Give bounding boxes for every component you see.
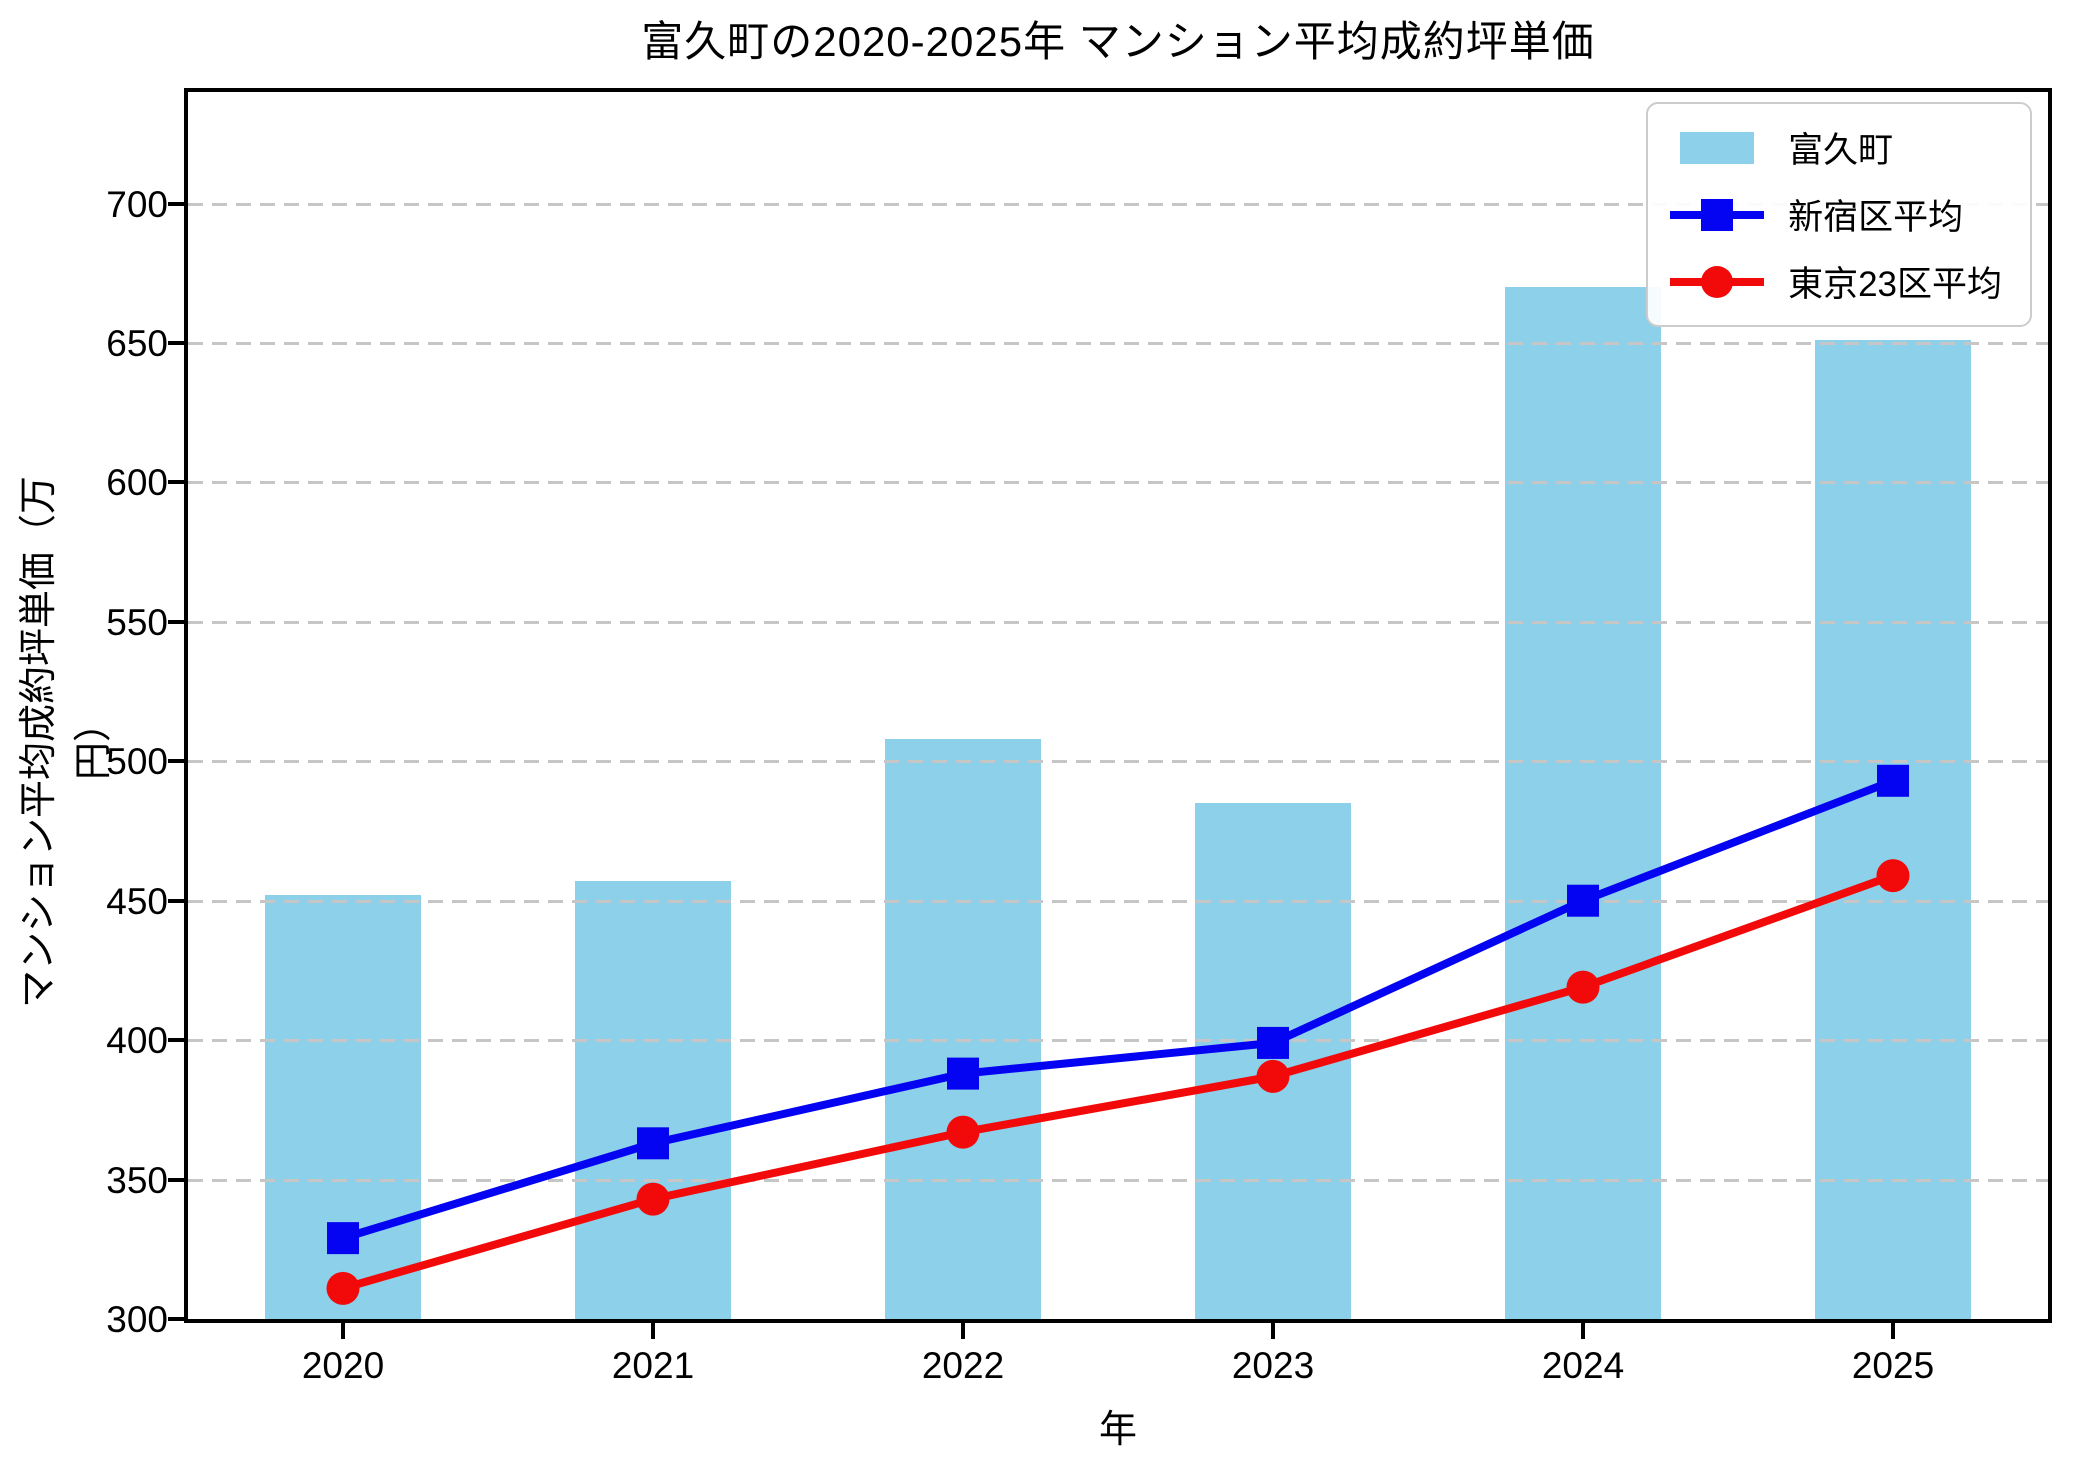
y-tick-mark: [168, 340, 188, 345]
x-tick-mark: [341, 1319, 345, 1339]
x-tick-mark: [1581, 1319, 1585, 1339]
y-tick-mark: [168, 480, 188, 485]
y-tick-label-600: 600: [106, 462, 168, 504]
plot-area: [188, 92, 2048, 1319]
x-tick-label-2022: 2022: [921, 1345, 1005, 1386]
legend-line-circle-swatch: [1670, 264, 1765, 300]
y-tick-label-700: 700: [106, 183, 168, 225]
legend-item-hisakucho: 富久町: [1670, 122, 2002, 173]
gridline-y-350: [188, 1178, 2048, 1182]
東京23区平均-marker-2024: [1566, 970, 1600, 1004]
bar-2025: [1815, 340, 1971, 1319]
新宿区平均-marker-2021: [637, 1127, 669, 1160]
東京23区平均-marker-2021: [636, 1182, 670, 1216]
新宿区平均-line: [341, 777, 1895, 1242]
新宿区平均-marker-2022: [947, 1057, 979, 1090]
legend-circle-marker-icon: [1701, 265, 1734, 298]
legend-item-shinjuku: 新宿区平均: [1670, 189, 2002, 240]
新宿区平均-marker-2020: [327, 1222, 359, 1255]
legend-label: 新宿区平均: [1788, 198, 1964, 237]
y-axis-label: マンション平均成約坪単価（万円）: [18, 476, 115, 1009]
bar-2024: [1505, 287, 1661, 1319]
gridline-y-600: [188, 481, 2048, 485]
x-tick-mark: [1271, 1319, 1275, 1339]
gridline-y-700: [188, 202, 2048, 206]
y-tick-mark: [168, 1317, 188, 1321]
gridline-y-550: [188, 620, 2048, 624]
東京23区平均-line: [341, 871, 1895, 1293]
chart-title: 富久町の2020-2025年 マンション平均成約坪単価: [641, 18, 1595, 65]
新宿区平均-marker-2025: [1877, 764, 1909, 797]
gridline-y-650: [188, 341, 2048, 345]
x-tick-label-2020: 2020: [301, 1345, 385, 1386]
x-tick-label-2024: 2024: [1541, 1345, 1625, 1386]
y-tick-mark: [168, 1177, 188, 1182]
bar-2021: [575, 881, 731, 1319]
x-tick-mark: [961, 1319, 965, 1339]
gridline-y-500: [188, 760, 2048, 764]
y-tick-label-450: 450: [106, 880, 168, 922]
新宿区平均-marker-2023: [1257, 1026, 1289, 1059]
gridline-y-450: [188, 899, 2048, 903]
東京23区平均-marker-2025: [1876, 859, 1910, 893]
legend-item-tokyo23: 東京23区平均: [1670, 256, 2002, 307]
legend-label: 富久町: [1788, 131, 1894, 170]
legend-bar-swatch: [1680, 131, 1755, 164]
y-tick-label-300: 300: [106, 1299, 168, 1340]
東京23区平均-marker-2023: [1256, 1059, 1290, 1093]
y-tick-mark: [168, 898, 188, 903]
x-axis-label: 年: [1098, 1409, 1137, 1451]
legend-square-marker-icon: [1701, 198, 1734, 231]
東京23区平均-marker-2022: [946, 1115, 980, 1149]
y-tick-label-400: 400: [106, 1020, 168, 1062]
x-tick-mark: [1891, 1319, 1895, 1339]
y-tick-label-350: 350: [106, 1159, 168, 1201]
legend: 富久町 新宿区平均 東京23区平均: [1646, 102, 2032, 327]
新宿区平均-marker-2024: [1567, 884, 1599, 917]
y-tick-mark: [168, 619, 188, 624]
東京23区平均-marker-2020: [326, 1271, 360, 1305]
legend-line-square-swatch: [1670, 197, 1765, 233]
y-tick-label-500: 500: [106, 741, 168, 783]
y-tick-mark: [168, 201, 188, 206]
y-tick-mark: [168, 1038, 188, 1043]
x-tick-mark: [651, 1319, 655, 1339]
y-tick-label-550: 550: [106, 601, 168, 643]
y-tick-mark: [168, 759, 188, 764]
legend-label: 東京23区平均: [1788, 265, 2002, 304]
y-tick-label-650: 650: [106, 322, 168, 364]
x-tick-label-2021: 2021: [611, 1345, 695, 1386]
x-tick-label-2023: 2023: [1231, 1345, 1315, 1386]
bar-2022: [885, 738, 1041, 1319]
line-layer: [326, 764, 1910, 1305]
x-tick-label-2025: 2025: [1851, 1345, 1935, 1386]
gridline-y-400: [188, 1039, 2048, 1043]
